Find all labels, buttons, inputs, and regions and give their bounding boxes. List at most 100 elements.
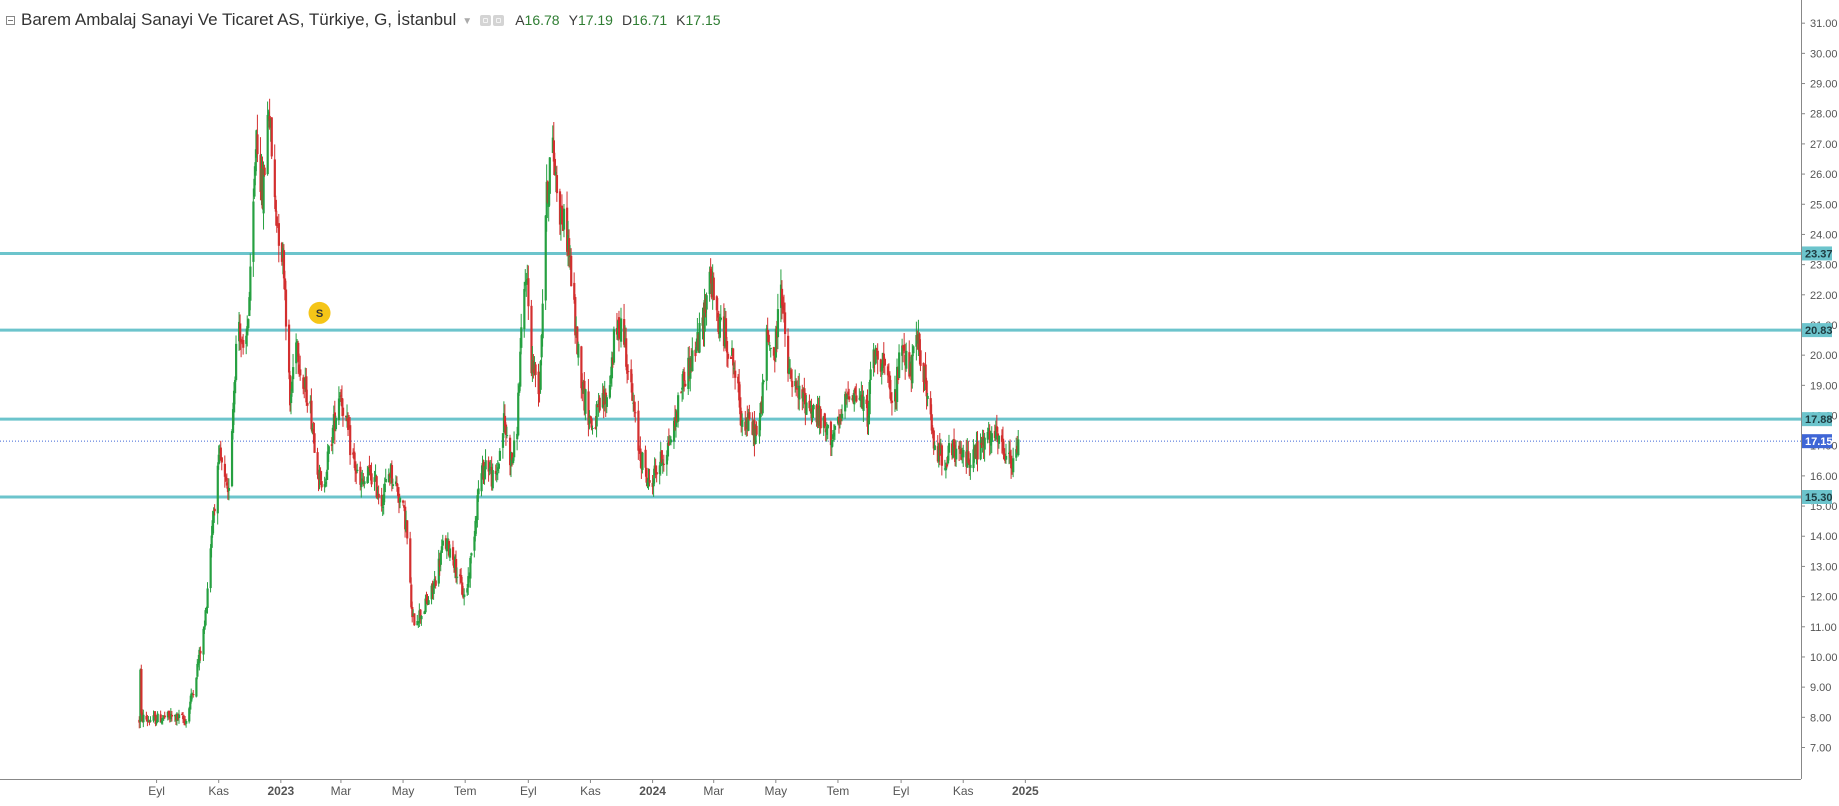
candle-body [787, 335, 790, 374]
candle-body [310, 400, 313, 430]
candle-body [288, 375, 292, 406]
candle-body [762, 380, 765, 383]
candle-body [677, 395, 680, 422]
candle-body [605, 397, 608, 407]
candle-body [375, 476, 378, 498]
candle-body [968, 459, 971, 466]
candle-body [541, 303, 544, 339]
candle-body [868, 381, 871, 415]
candle-body [209, 548, 212, 589]
dividend-marker-circle[interactable] [308, 301, 331, 324]
y-tick-label: 27.00 [1810, 139, 1838, 151]
candle-body [327, 446, 330, 454]
candle-body [204, 610, 207, 626]
candle-body [755, 425, 758, 435]
candle-body [287, 324, 291, 373]
candle-body [832, 432, 836, 437]
candle-body [669, 439, 673, 443]
x-tick-label: 2023 [267, 784, 294, 798]
dividend-marker[interactable]: S [308, 301, 331, 324]
y-axis[interactable]: 7.00 8.00 9.00 10.00 11.00 12.00 13.00 14.00 15.… [1801, 18, 1838, 755]
candle-body [641, 452, 644, 470]
price-badges: 23.37 20.83 17.88 15.30 17.15 [1802, 246, 1833, 505]
y-tick-label: 16.00 [1810, 471, 1838, 483]
candle-body [630, 369, 633, 383]
candle-body [476, 495, 479, 521]
candle-body [383, 483, 386, 493]
x-axis: Eyl Kas 2023 Mar May Tem Eyl Kas 2024 Mar May Tem Ey… [148, 779, 1039, 798]
candle-body [256, 134, 259, 155]
candle-body [960, 448, 963, 460]
candle-body [196, 663, 199, 677]
x-tick-label: Eyl [893, 784, 910, 798]
candle-body [283, 278, 287, 290]
candle-body [859, 396, 862, 401]
candle-body [919, 350, 922, 366]
candle-body [840, 419, 843, 421]
candle-body [448, 548, 452, 558]
candle-body [319, 472, 322, 480]
candle-body [242, 339, 245, 348]
candle-body [197, 661, 200, 666]
candle-body [631, 383, 634, 401]
candle-body [875, 348, 878, 350]
candle-body [527, 278, 530, 307]
candle-body [724, 318, 728, 339]
x-tick-label: Kas [208, 784, 229, 798]
candle-body [235, 343, 238, 381]
candle-body [320, 481, 323, 488]
candle-body [140, 668, 143, 714]
collapse-icon[interactable] [6, 15, 15, 25]
candle-body [394, 481, 398, 485]
candle-body [446, 538, 450, 540]
candle-body [568, 238, 571, 256]
candle-body [739, 397, 742, 415]
dropdown-caret-icon[interactable]: ▼ [462, 15, 473, 27]
candle-body [247, 319, 250, 328]
candle-body [402, 500, 405, 503]
candle-body [590, 418, 593, 428]
candle-body [155, 721, 158, 724]
candle-body [905, 350, 908, 369]
candle-body [695, 347, 698, 353]
candle-body [962, 449, 965, 458]
candle-body [359, 466, 362, 485]
candle-body [424, 598, 427, 613]
candle-body [662, 463, 665, 465]
candle-body [427, 600, 430, 605]
candle-body [959, 446, 962, 448]
candle-body [182, 715, 185, 720]
plot-background [0, 0, 1801, 779]
symbol-title[interactable]: Barem Ambalaj Sanayi Ve Ticaret AS, Türk… [21, 10, 457, 29]
candle-body [552, 140, 555, 162]
candle-body [296, 341, 299, 345]
candle-body [159, 714, 162, 723]
candle-body [596, 405, 599, 407]
candle-body [809, 405, 812, 407]
candle-body [976, 441, 979, 460]
y-tick-label: 14.00 [1810, 531, 1838, 543]
hide-icon[interactable] [493, 14, 505, 26]
candle-body [844, 394, 847, 412]
candle-body [360, 482, 363, 488]
candle-body [267, 111, 270, 118]
candle-body [391, 484, 395, 487]
candle-body [508, 437, 512, 466]
price-badge [1802, 434, 1832, 449]
candle-body [761, 382, 764, 414]
candle-body [709, 268, 712, 273]
candle-body [447, 541, 451, 556]
candle-body [239, 323, 242, 342]
candle-body [303, 387, 306, 390]
candle-body [639, 448, 642, 461]
candle-body [726, 353, 730, 359]
candle-body [203, 626, 206, 630]
settings-icon[interactable] [480, 14, 492, 26]
candle-body [326, 451, 329, 470]
candle-body [325, 471, 328, 480]
candle-body [413, 613, 416, 626]
candle-body [955, 448, 958, 460]
candle-body [740, 410, 743, 427]
